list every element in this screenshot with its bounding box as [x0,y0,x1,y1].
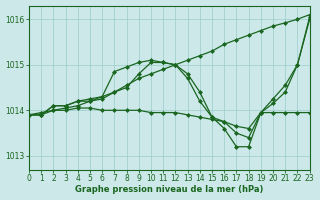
X-axis label: Graphe pression niveau de la mer (hPa): Graphe pression niveau de la mer (hPa) [75,185,263,194]
